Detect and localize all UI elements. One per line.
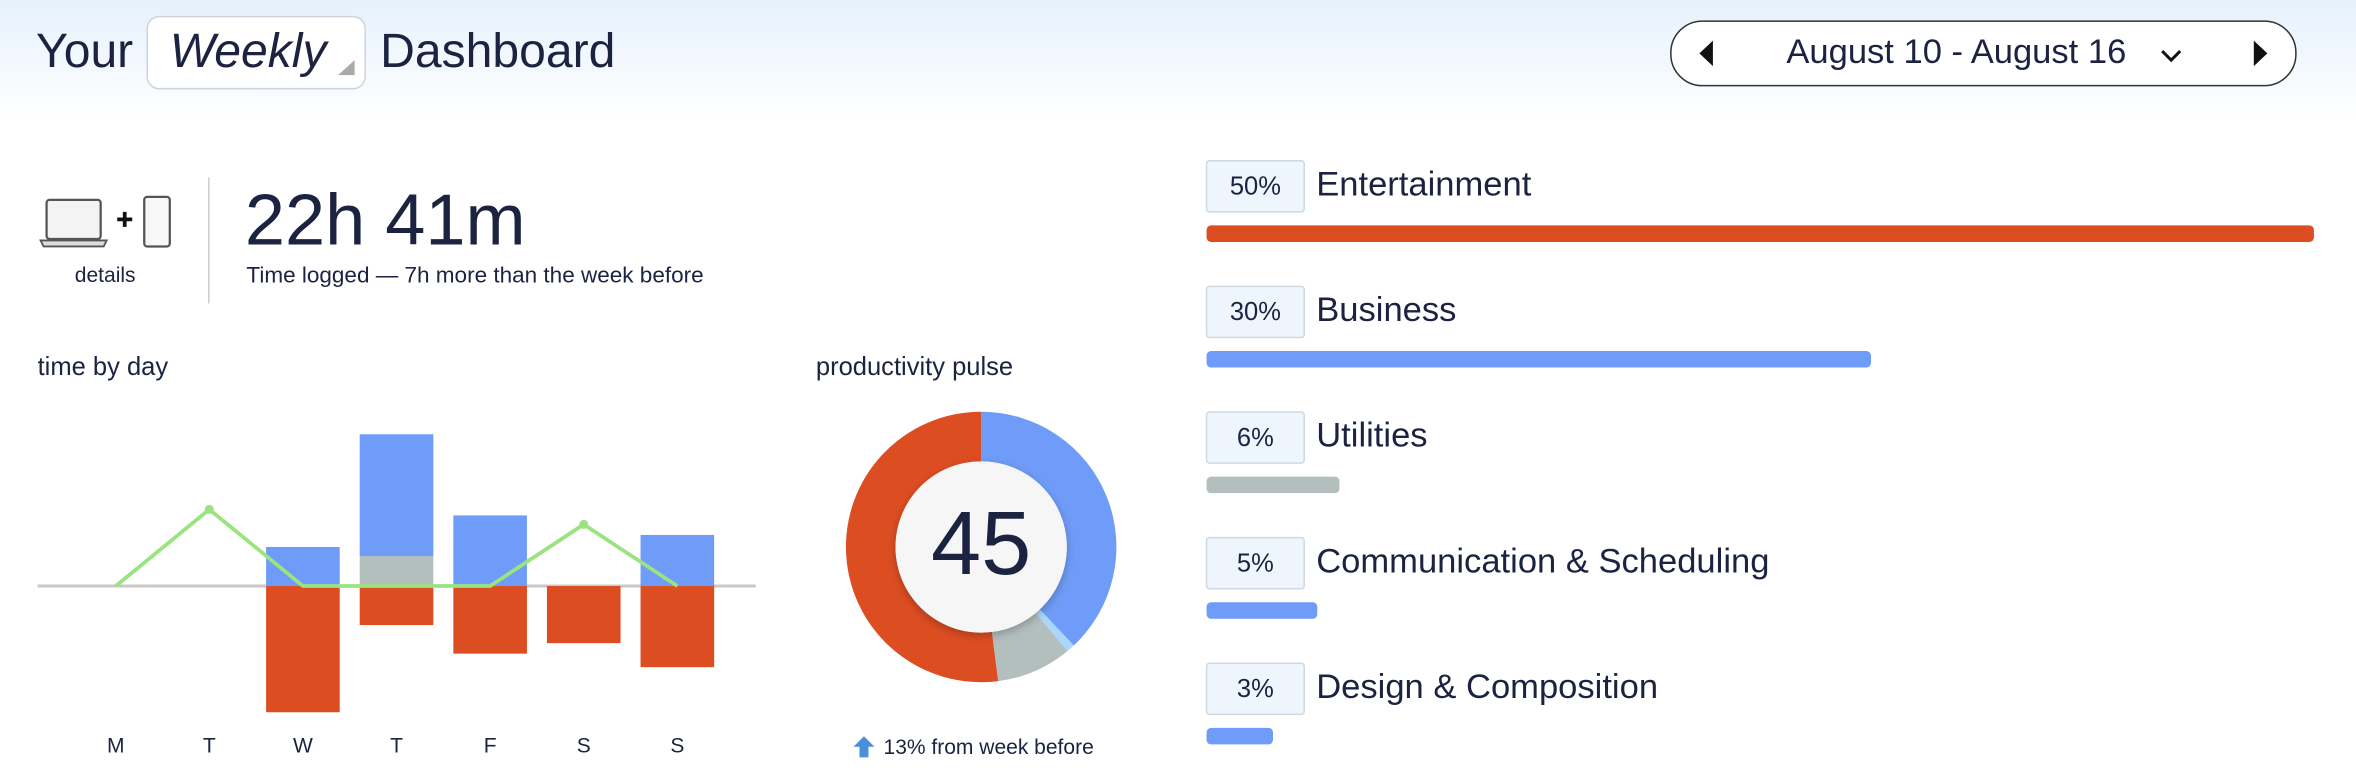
pulse-segment	[991, 612, 1068, 682]
pulse-center	[895, 461, 1067, 633]
date-chevron	[2161, 50, 2182, 63]
chart-title: time by day	[38, 353, 169, 381]
pulse-segment	[1035, 609, 1074, 652]
day-bar	[640, 586, 715, 668]
category-label: Design & Composition	[1316, 668, 1658, 706]
day-bar	[546, 586, 621, 644]
day-bar	[266, 586, 340, 713]
day-bar	[453, 586, 527, 654]
category-bar	[1206, 225, 2314, 242]
percent-box	[1205, 536, 1305, 590]
percent-box	[1205, 411, 1305, 464]
date-picker[interactable]	[1670, 20, 2297, 87]
x-tick-label: W	[293, 734, 313, 757]
percent-label: 6%	[1237, 424, 1274, 452]
x-tick-label: T	[203, 734, 216, 757]
category-bar	[1206, 476, 1340, 494]
total-time: 22h 41m	[245, 180, 526, 260]
next-week[interactable]	[2253, 40, 2268, 67]
chart-title: productivity pulse	[816, 353, 1013, 381]
day-bar	[359, 434, 434, 556]
x-tick-label: M	[107, 734, 125, 757]
day-bar	[359, 586, 434, 626]
select-caret	[338, 60, 355, 76]
pulse-note: 13% from week before	[884, 736, 1094, 759]
category-bar	[1206, 602, 1318, 619]
category-label: Business	[1316, 291, 1456, 329]
category-bar	[1206, 351, 1871, 368]
pulse-score: 45	[931, 493, 1031, 594]
prev-week[interactable]	[1699, 40, 1713, 67]
pulse-segment	[981, 411, 1117, 646]
title-prefix: Your	[36, 24, 133, 78]
x-tick-label: S	[577, 734, 591, 757]
trend-point	[204, 504, 214, 514]
day-bar	[453, 515, 527, 587]
period-value[interactable]: Weekly	[170, 24, 330, 78]
category-label: Utilities	[1316, 417, 1427, 455]
x-tick-label: F	[484, 734, 497, 757]
day-bar	[640, 534, 715, 587]
details-link[interactable]: details	[75, 264, 136, 287]
x-tick-label: T	[390, 734, 403, 757]
pulse-segment	[845, 411, 999, 683]
percent-box	[1205, 662, 1305, 716]
percent-label: 50%	[1230, 173, 1281, 201]
total-caption: Time logged — 7h more than the week befo…	[246, 262, 703, 287]
trend-point	[579, 519, 589, 529]
percent-label: 3%	[1237, 675, 1274, 703]
percent-box	[1205, 160, 1305, 213]
title-suffix: Dashboard	[380, 24, 615, 78]
x-tick-label: S	[670, 734, 684, 757]
percent-label: 5%	[1237, 549, 1274, 577]
percent-label: 30%	[1230, 298, 1281, 326]
devices-icon[interactable]	[39, 195, 171, 248]
category-bar	[1206, 727, 1273, 745]
percent-box	[1205, 285, 1305, 339]
category-label: Communication & Scheduling	[1316, 542, 1769, 580]
up-arrow	[853, 736, 875, 758]
period-select[interactable]	[146, 15, 366, 90]
category-label: Entertainment	[1316, 165, 1531, 203]
date-range[interactable]: August 10 - August 16	[1786, 33, 2126, 71]
day-bar	[359, 555, 434, 587]
